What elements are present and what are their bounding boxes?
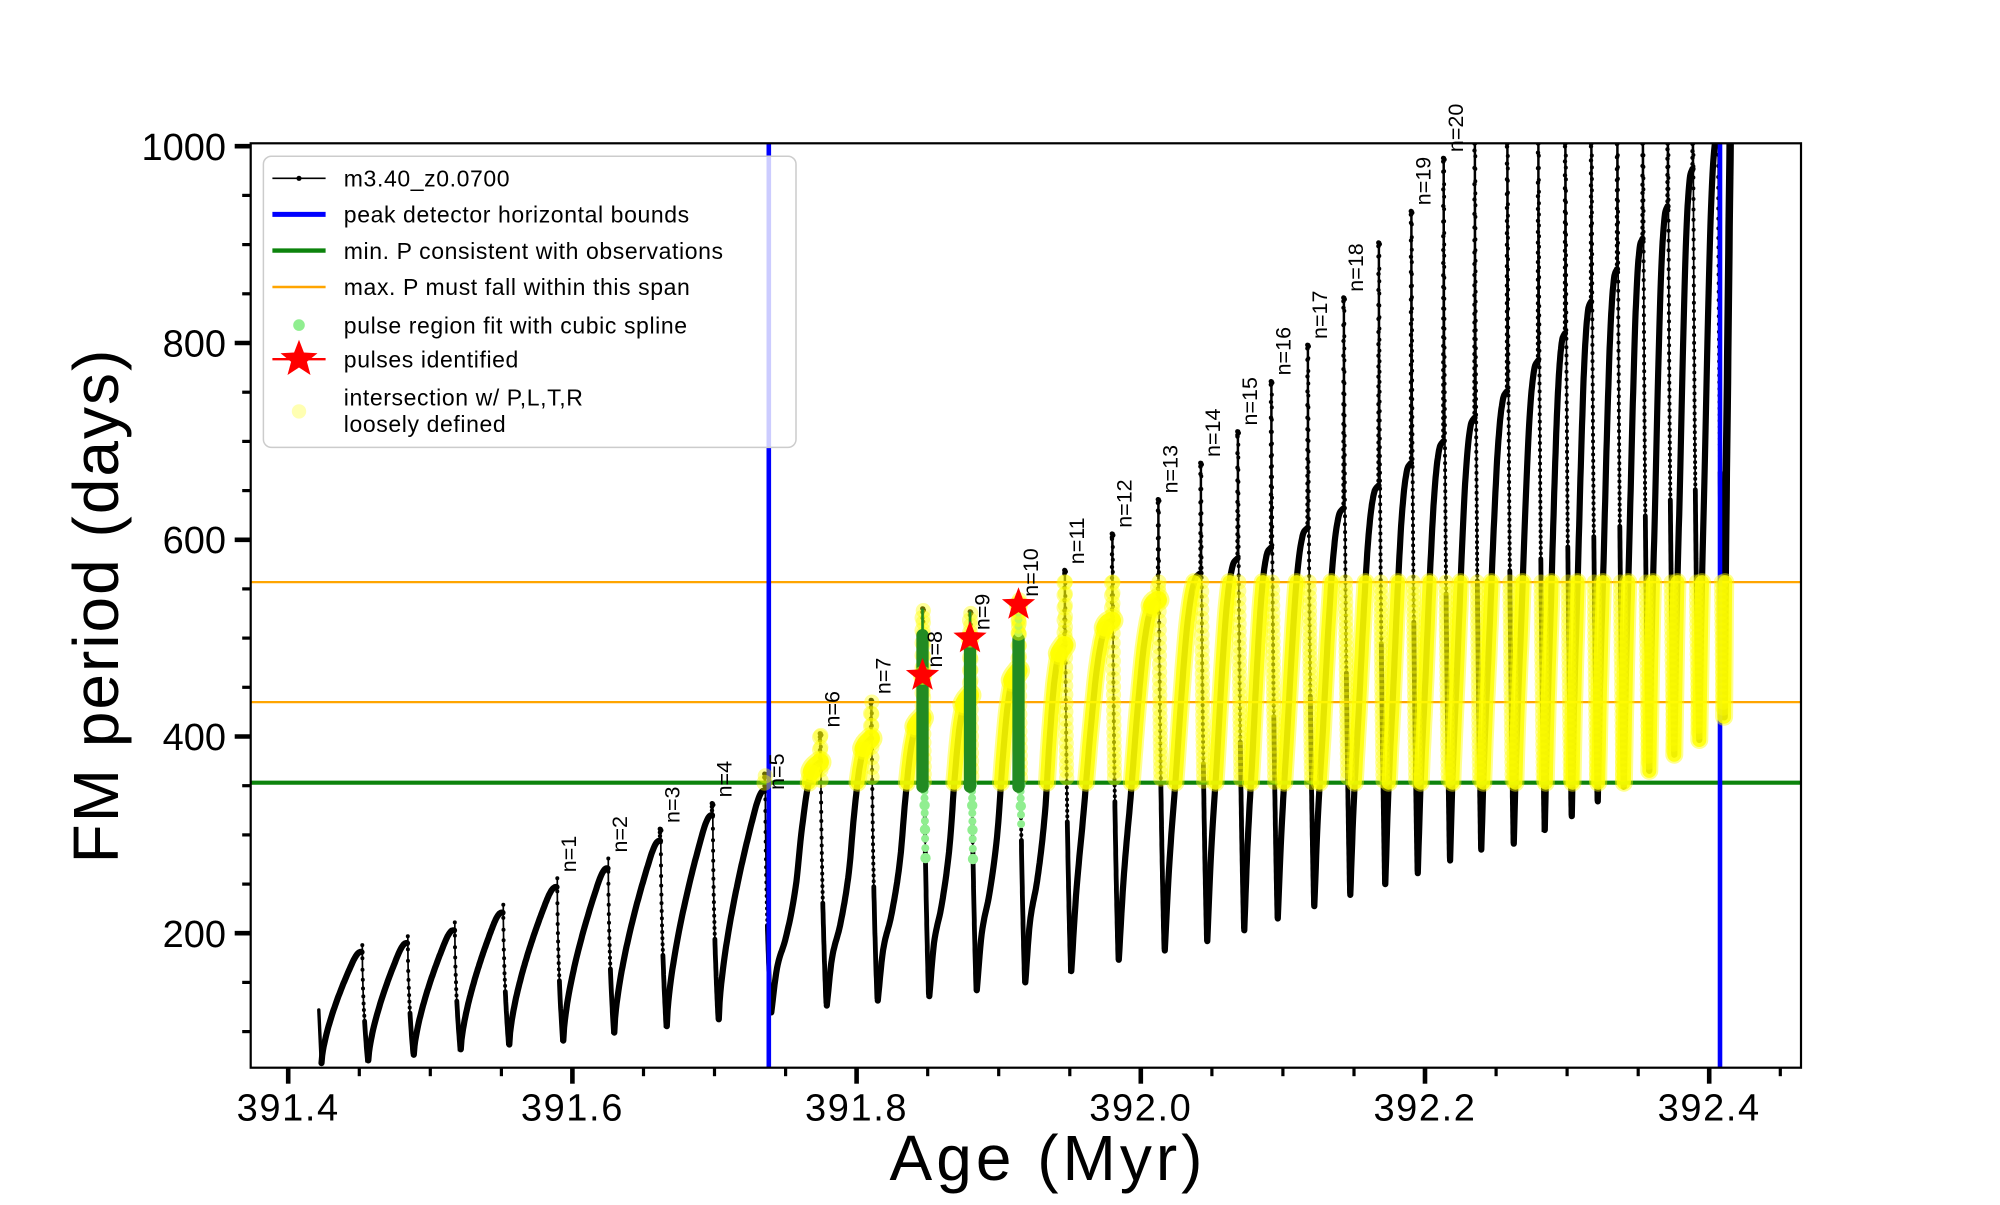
svg-text:391.6: 391.6 [521, 1088, 624, 1130]
svg-text:392.4: 392.4 [1658, 1088, 1761, 1130]
svg-text:pulse region fit with cubic sp: pulse region fit with cubic spline [344, 312, 688, 338]
svg-text:400: 400 [163, 717, 226, 759]
svg-text:max. P must fall within this s: max. P must fall within this span [344, 274, 691, 300]
svg-text:391.4: 391.4 [237, 1088, 340, 1130]
svg-text:FM period (days): FM period (days) [60, 348, 132, 864]
svg-text:pulses identified: pulses identified [344, 346, 519, 372]
svg-text:loosely defined: loosely defined [344, 411, 506, 437]
svg-text:200: 200 [163, 914, 226, 956]
svg-text:n=8: n=8 [923, 631, 947, 668]
svg-text:n=2: n=2 [608, 816, 632, 852]
svg-text:391.8: 391.8 [805, 1088, 908, 1130]
svg-text:n=4: n=4 [713, 761, 737, 798]
svg-text:1000: 1000 [141, 127, 226, 169]
svg-text:392.0: 392.0 [1089, 1088, 1192, 1130]
svg-text:n=13: n=13 [1159, 445, 1183, 493]
svg-text:n=18: n=18 [1344, 243, 1368, 291]
svg-text:n=14: n=14 [1201, 409, 1225, 457]
svg-text:n=16: n=16 [1272, 327, 1296, 375]
svg-text:n=11: n=11 [1065, 517, 1089, 564]
svg-text:600: 600 [163, 520, 226, 562]
svg-text:n=9: n=9 [971, 594, 995, 630]
svg-text:n=7: n=7 [872, 658, 896, 694]
svg-text:min. P consistent with observa: min. P consistent with observations [344, 238, 724, 264]
svg-text:n=6: n=6 [821, 691, 845, 728]
svg-text:n=17: n=17 [1308, 291, 1332, 339]
svg-text:800: 800 [163, 324, 226, 366]
svg-text:n=15: n=15 [1238, 377, 1262, 425]
svg-text:n=5: n=5 [765, 753, 789, 790]
svg-text:intersection w/ P,L,T,R: intersection w/ P,L,T,R [344, 385, 584, 411]
svg-text:n=20: n=20 [1444, 104, 1468, 152]
svg-text:Age (Myr): Age (Myr) [890, 1122, 1207, 1194]
svg-text:n=10: n=10 [1019, 548, 1043, 596]
svg-text:n=3: n=3 [661, 786, 685, 823]
svg-text:n=1: n=1 [557, 836, 581, 872]
svg-text:n=19: n=19 [1412, 157, 1436, 205]
svg-text:peak detector horizontal bound: peak detector horizontal bounds [344, 202, 690, 228]
svg-text:392.2: 392.2 [1373, 1088, 1476, 1130]
svg-text:m3.40_z0.0700: m3.40_z0.0700 [344, 166, 510, 192]
svg-text:n=12: n=12 [1113, 479, 1137, 527]
